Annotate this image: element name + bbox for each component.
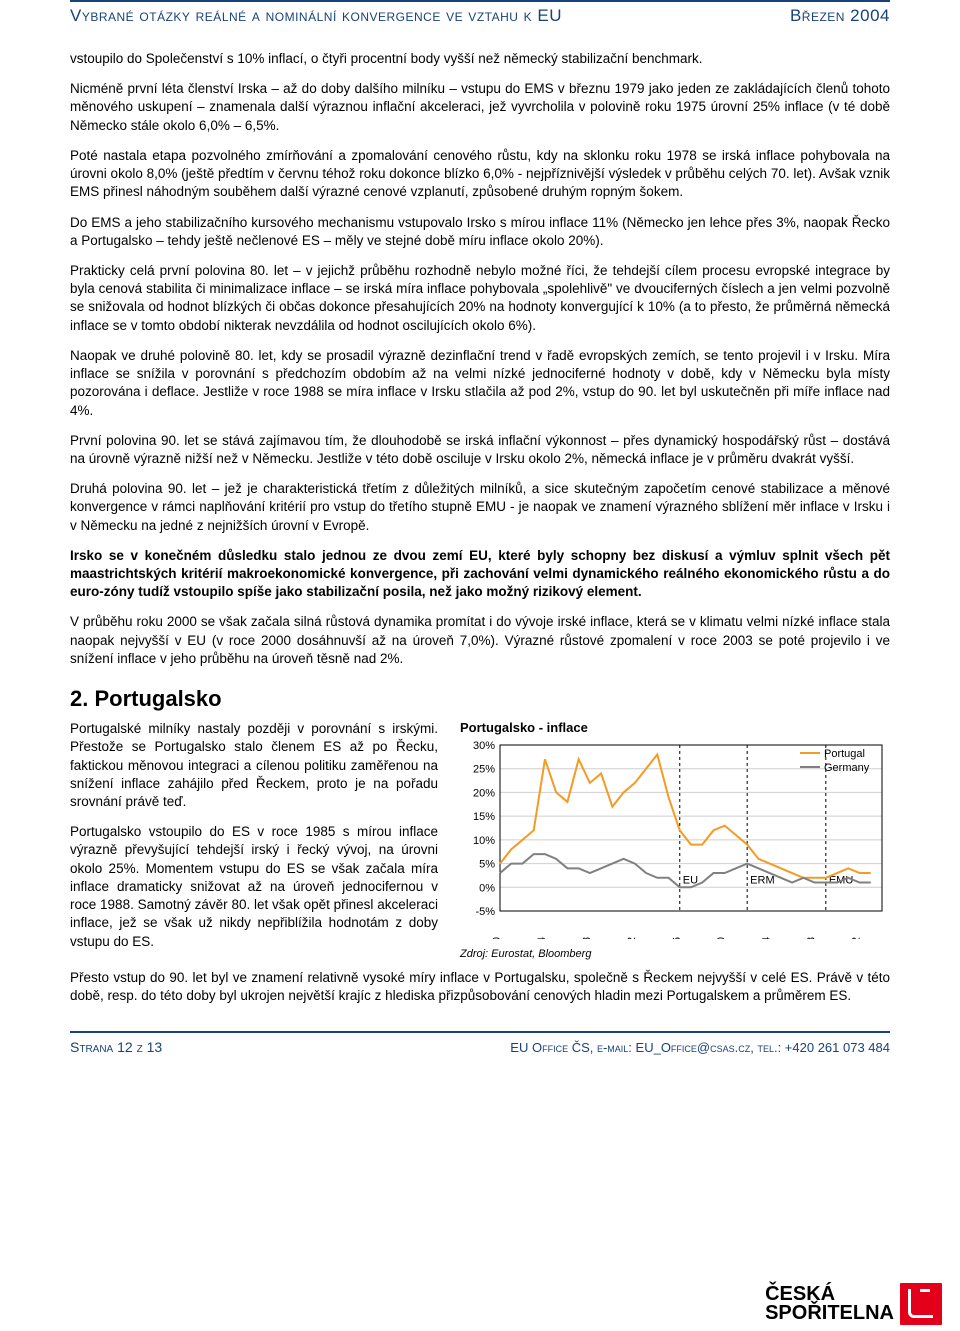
svg-text:25%: 25%: [473, 764, 495, 776]
content: vstoupilo do Společenství s 10% inflací,…: [0, 32, 960, 1005]
svg-text:Portugal: Portugal: [824, 748, 865, 760]
para-7: První polovina 90. let se stává zajímavo…: [70, 432, 890, 468]
svg-text:1970: 1970: [491, 937, 503, 939]
header-title: Vybrané otázky reálné a nominální konver…: [70, 6, 562, 26]
para-2: Nicméně první léta členství Irska – až d…: [70, 80, 890, 135]
svg-text:10%: 10%: [473, 835, 495, 847]
svg-text:1998: 1998: [806, 937, 818, 939]
footer-page: Strana 12 z 13: [70, 1039, 162, 1055]
svg-text:1978: 1978: [581, 937, 593, 939]
svg-text:-5%: -5%: [475, 906, 495, 918]
section-2-heading: 2. Portugalsko: [70, 686, 890, 712]
para-3: Poté nastala etapa pozvolného zmírňování…: [70, 147, 890, 202]
logo-icon: [900, 1283, 942, 1325]
svg-text:15%: 15%: [473, 811, 495, 823]
para-9-bold: Irsko se v konečném důsledku stalo jedno…: [70, 547, 890, 602]
footer-contact: EU Office ČS, e-mail: EU_Office@csas.cz,…: [510, 1040, 890, 1055]
logo-text-bottom: SPOŘITELNA: [765, 1304, 894, 1323]
para-5: Prakticky celá první polovina 80. let – …: [70, 262, 890, 335]
para-1: vstoupilo do Společenství s 10% inflací,…: [70, 50, 890, 68]
svg-text:2002: 2002: [851, 937, 863, 939]
svg-text:1990: 1990: [716, 937, 728, 939]
para-10: V průběhu roku 2000 se však začala silná…: [70, 613, 890, 668]
sec2-left-p2: Portugalsko vstoupilo do ES v roce 1985 …: [70, 823, 438, 951]
para-8: Druhá polovina 90. let – jež je charakte…: [70, 480, 890, 535]
svg-text:1974: 1974: [536, 937, 548, 939]
svg-text:1994: 1994: [761, 937, 773, 939]
bank-logo: ČESKÁ SPOŘITELNA: [765, 1283, 942, 1325]
page-footer: Strana 12 z 13 EU Office ČS, e-mail: EU_…: [0, 1033, 960, 1065]
svg-text:1982: 1982: [626, 937, 638, 939]
svg-text:ERM: ERM: [750, 874, 774, 886]
page-header: Vybrané otázky reálné a nominální konver…: [0, 2, 960, 32]
sec2-left-p1: Portugalské milníky nastaly později v po…: [70, 720, 438, 811]
svg-text:0%: 0%: [479, 882, 495, 894]
sec2-after-p: Přesto vstup do 90. let byl ve znamení r…: [70, 969, 890, 1005]
svg-text:20%: 20%: [473, 788, 495, 800]
para-6: Naopak ve druhé polovině 80. let, kdy se…: [70, 347, 890, 420]
chart-title: Portugalsko - inflace: [460, 720, 890, 735]
svg-text:30%: 30%: [473, 740, 495, 752]
chart-source: Zdroj: Eurostat, Bloomberg: [460, 948, 890, 960]
svg-text:5%: 5%: [479, 859, 495, 871]
svg-text:1986: 1986: [671, 937, 683, 939]
inflation-chart: -5%0%5%10%15%20%25%30%EUERMEMU1970197419…: [460, 739, 890, 944]
svg-text:Germany: Germany: [824, 762, 870, 774]
header-date: Březen 2004: [790, 6, 890, 26]
para-4: Do EMS a jeho stabilizačního kursového m…: [70, 214, 890, 250]
